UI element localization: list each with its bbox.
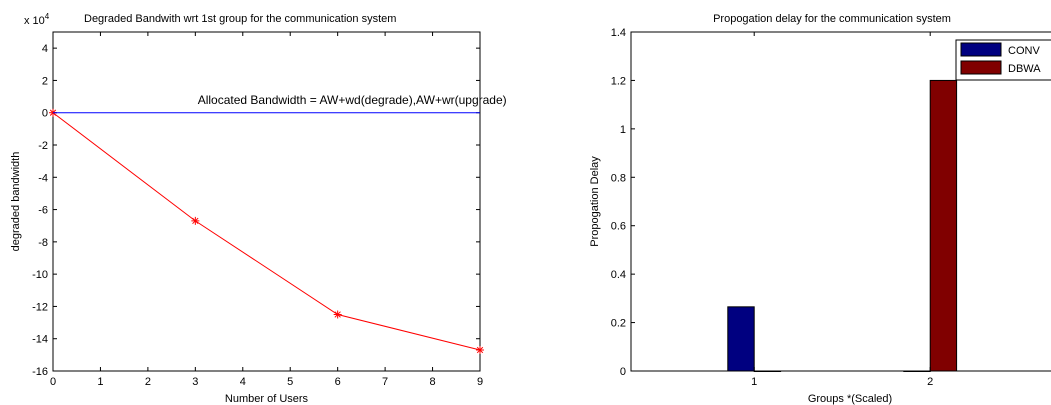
- data-point-marker: [333, 310, 342, 319]
- marker-stroke: [476, 346, 484, 354]
- y-tick-label: -6: [38, 205, 48, 217]
- y-tick-label: 0: [42, 108, 48, 120]
- x-tick-label: 6: [335, 376, 341, 388]
- legend-swatch-dbwa: [960, 60, 1002, 75]
- y-axis-label: Propogation Delay: [589, 156, 601, 247]
- y-tick-label: -10: [32, 269, 48, 281]
- propagation-delay-chart: Propogation delay for the communication …: [589, 13, 1051, 405]
- bar-conv: [727, 306, 755, 372]
- plot-area: [630, 31, 1051, 372]
- x-tick-label: 1: [751, 376, 757, 388]
- y-tick-label: 0.4: [611, 269, 626, 281]
- y-tick-label: 1.4: [611, 27, 626, 39]
- marker-stroke: [192, 217, 199, 225]
- degraded-bandwidth-chart: Degraded Bandwith wrt 1st group for the …: [10, 12, 507, 405]
- y-tick-label: 1.2: [611, 75, 626, 87]
- y-tick-label: 0: [620, 366, 626, 378]
- x-axis-ticks: 0 1 2 3 4 5 6 7 8 9: [50, 32, 483, 388]
- x-tick-label: 2: [927, 376, 933, 388]
- legend: CONV DBWA: [955, 39, 1051, 81]
- plot-series: [49, 108, 484, 355]
- legend-label: CONV: [1008, 45, 1040, 57]
- x-tick-label: 2: [145, 376, 151, 388]
- legend-swatch-conv: [960, 42, 1002, 57]
- y-tick-label: 0.6: [611, 221, 626, 233]
- y-tick-label: 0.8: [611, 172, 626, 184]
- y-axis-label: degraded bandwidth: [10, 152, 22, 252]
- axis-exponent-power: 4: [45, 12, 50, 21]
- x-tick-label: 1: [97, 376, 103, 388]
- y-tick-label: -4: [38, 172, 48, 184]
- x-tick-label: 7: [382, 376, 388, 388]
- x-axis-label: Groups *(Scaled): [808, 393, 892, 405]
- axis-exponent-label: x 104: [24, 12, 50, 27]
- plot-area: [52, 31, 481, 372]
- y-axis-ticks: 0 0.2 0.4 0.6 0.8 1 1.2 1.4: [611, 27, 635, 378]
- x-axis-label: Number of Users: [225, 393, 309, 405]
- x-tick-label: 0: [50, 376, 56, 388]
- data-point-marker: [476, 346, 484, 355]
- bar-dbwa: [753, 370, 782, 372]
- y-axis-ticks: 4 2 0 -2 -4 -6 -8 -10 -12 -14 -16: [32, 43, 480, 378]
- x-tick-label: 5: [287, 376, 293, 388]
- x-tick-label: 8: [429, 376, 435, 388]
- allocated-bandwidth-annotation: Allocated Bandwidth = AW+wd(degrade),AW+…: [198, 93, 507, 107]
- x-tick-label: 3: [192, 376, 198, 388]
- x-tick-label: 9: [477, 376, 483, 388]
- y-tick-label: 4: [42, 43, 48, 55]
- y-tick-label: -14: [32, 334, 48, 346]
- bar-conv: [903, 370, 931, 372]
- bar-series: [727, 79, 958, 372]
- y-tick-label: -2: [38, 140, 48, 152]
- legend-label: DBWA: [1008, 63, 1041, 75]
- axis-exponent-base: x 10: [24, 15, 45, 27]
- marker-stroke: [334, 311, 341, 318]
- y-tick-label: -8: [38, 237, 48, 249]
- data-point-marker: [191, 216, 200, 225]
- series-line-degraded: [52, 112, 481, 351]
- bar-dbwa: [929, 79, 958, 372]
- chart-title: Propogation delay for the communication …: [713, 13, 951, 25]
- y-tick-label: 1: [620, 124, 626, 136]
- chart-title: Degraded Bandwith wrt 1st group for the …: [84, 13, 396, 25]
- y-tick-label: -12: [32, 301, 48, 313]
- x-tick-label: 4: [240, 376, 246, 388]
- y-tick-label: 2: [42, 75, 48, 87]
- y-tick-label: 0.2: [611, 318, 626, 330]
- y-tick-label: -16: [32, 366, 48, 378]
